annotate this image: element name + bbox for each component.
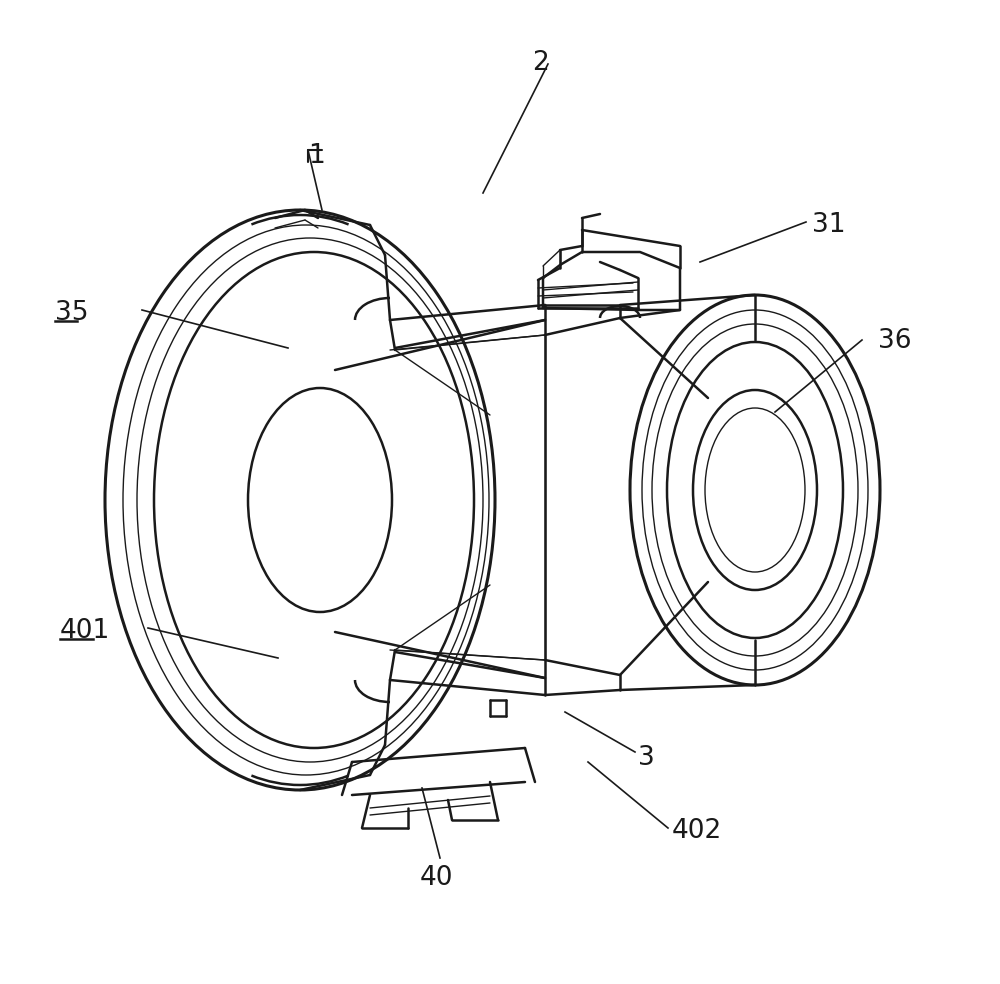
- Text: 31: 31: [812, 212, 846, 238]
- Text: 2: 2: [532, 50, 549, 76]
- Text: 1: 1: [308, 143, 325, 169]
- Text: 402: 402: [672, 818, 722, 844]
- Text: 36: 36: [878, 328, 912, 354]
- Text: 3: 3: [638, 745, 655, 771]
- Text: 35: 35: [55, 300, 88, 326]
- Text: 401: 401: [60, 618, 110, 644]
- Text: 40: 40: [420, 865, 454, 891]
